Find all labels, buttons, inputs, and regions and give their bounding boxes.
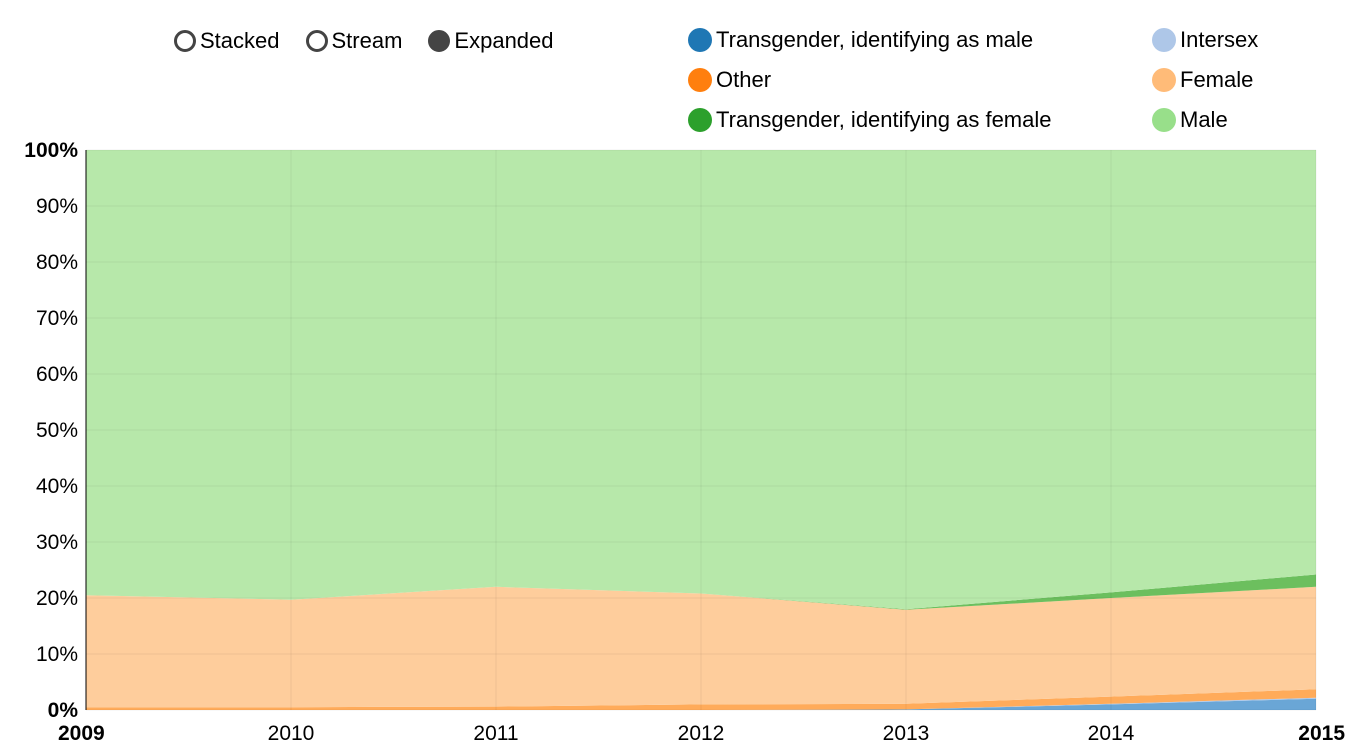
legend-label: Transgender, identifying as female (716, 107, 1052, 132)
x-tick-label: 2011 (473, 722, 518, 745)
x-tick-label: 2012 (678, 722, 725, 745)
y-tick-label: 100% (24, 139, 78, 162)
stacked-mode-radio[interactable]: Stacked (174, 28, 280, 54)
legend-label: Female (1180, 67, 1254, 92)
y-tick-label: 40% (36, 475, 78, 498)
x-tick-label: 2010 (268, 722, 315, 745)
y-tick-label: 0% (48, 699, 79, 722)
area-trans-female (86, 574, 1316, 610)
stacked-label: Stacked (200, 28, 280, 53)
legend-item-other[interactable]: Other (688, 67, 771, 93)
legend-swatch-icon (688, 28, 712, 52)
x-tick-label: 2009 (58, 722, 105, 745)
y-tick-label: 60% (36, 363, 78, 386)
area-female (86, 586, 1316, 708)
y-tick-label: 10% (36, 643, 78, 666)
x-tick-label: 2014 (1088, 722, 1135, 745)
legend-label: Other (716, 67, 772, 92)
x-tick-label: 2015 (1298, 722, 1345, 745)
legend-swatch-icon (1152, 28, 1176, 52)
legend-swatch-icon (1152, 108, 1176, 132)
chart-mode-controls: Stacked Stream Expanded (174, 27, 580, 55)
y-tick-label: 20% (36, 587, 78, 610)
legend-label: Intersex (1180, 27, 1259, 52)
legend-swatch-icon (1152, 68, 1176, 92)
legend-item-trans-male[interactable]: Transgender, identifying as male (688, 27, 1033, 53)
y-tick-label: 80% (36, 251, 78, 274)
y-tick-label: 70% (36, 307, 78, 330)
radio-circle-icon (174, 30, 196, 52)
legend-label: Transgender, identifying as male (716, 27, 1034, 52)
area-male (86, 150, 1316, 610)
area-other (86, 689, 1316, 710)
legend-swatch-icon (688, 108, 712, 132)
area-trans-male (86, 698, 1316, 710)
stream-mode-radio[interactable]: Stream (305, 28, 403, 54)
legend-item-intersex[interactable]: Intersex (1152, 27, 1258, 53)
y-tick-label: 50% (36, 419, 78, 442)
expanded-mode-radio[interactable]: Expanded (428, 28, 554, 54)
legend-swatch-icon (688, 68, 712, 92)
y-tick-label: 30% (36, 531, 78, 554)
stream-label: Stream (331, 28, 403, 53)
legend-item-trans-female[interactable]: Transgender, identifying as female (688, 107, 1052, 133)
y-tick-label: 90% (36, 195, 78, 218)
radio-filled-icon (428, 30, 451, 52)
radio-circle-icon (305, 30, 328, 52)
expanded-label: Expanded (454, 28, 554, 53)
legend-item-male[interactable]: Male (1152, 107, 1228, 133)
legend-item-female[interactable]: Female (1152, 67, 1253, 93)
legend-label: Male (1180, 107, 1228, 132)
x-tick-label: 2013 (883, 722, 930, 745)
